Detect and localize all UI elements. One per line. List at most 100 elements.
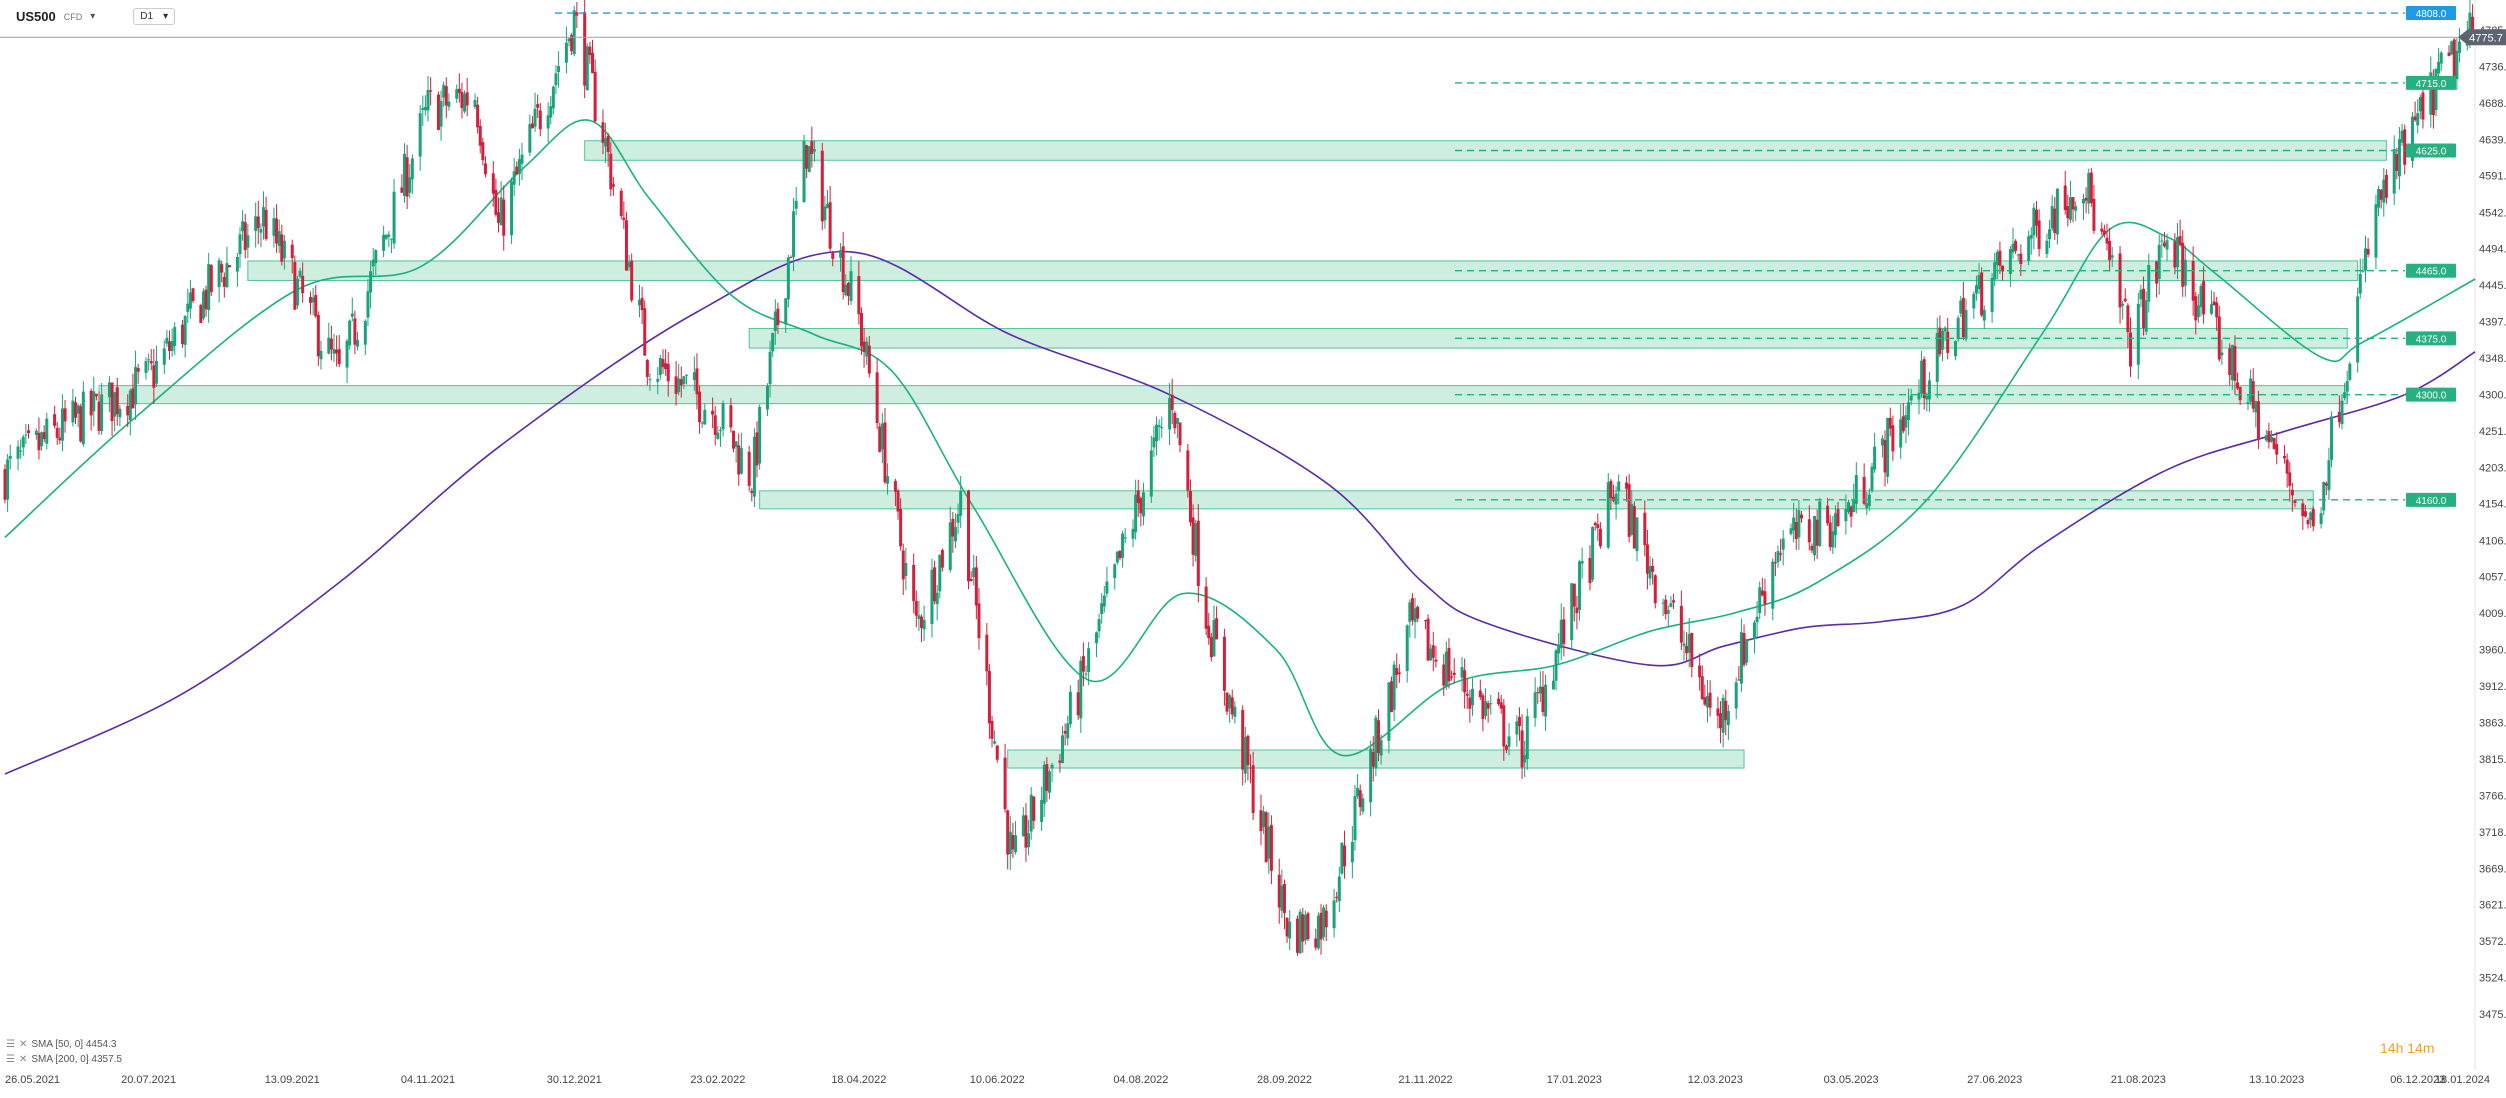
candle-body [802, 141, 806, 203]
candle-body [734, 441, 738, 448]
candle-body [768, 351, 772, 385]
candle-body [1468, 697, 1472, 709]
candle-body [1285, 918, 1289, 937]
candle-body [1606, 482, 1610, 548]
candle-body [758, 407, 762, 464]
candle-body [1943, 327, 1947, 332]
legend-sma50[interactable]: ☰ ✕ SMA [50, 0] 4454.3 [6, 1037, 122, 1052]
candle-body [2019, 253, 2023, 264]
candle-body [173, 327, 177, 346]
settings-icon[interactable]: ☰ [6, 1054, 15, 1065]
candle-body [990, 720, 994, 739]
candle-body [1815, 519, 1819, 546]
candle-body [199, 305, 203, 324]
candle-body [374, 250, 378, 264]
candle-body [2228, 348, 2232, 375]
candle-body [1040, 799, 1044, 823]
candle-body [1084, 673, 1088, 675]
candle-body [679, 379, 683, 386]
candle-body [661, 359, 665, 368]
candle-body [1173, 412, 1177, 429]
candle-body [1361, 798, 1365, 812]
candle-body [186, 303, 190, 312]
candle-body [131, 388, 135, 409]
candle-body [45, 418, 49, 444]
candle-body [1447, 647, 1451, 682]
candle-body [2121, 303, 2125, 306]
candle-body [1175, 418, 1179, 424]
candle-body [935, 592, 939, 605]
candle-body [1745, 639, 1749, 663]
candle-body [16, 446, 20, 459]
candle-body [309, 296, 313, 303]
candle-body [2032, 207, 2036, 236]
symbol-name[interactable]: US500 [16, 9, 56, 24]
candle-body [1050, 764, 1054, 769]
candle-body [972, 567, 976, 577]
candle-body [716, 432, 720, 439]
candle-body [1682, 643, 1686, 646]
candle-body [2048, 229, 2052, 240]
candle-body [862, 341, 866, 352]
candle-body [222, 276, 226, 287]
candle-body [1846, 502, 1850, 513]
candle-body [2139, 289, 2143, 300]
candle-body [1379, 740, 1383, 756]
candle-body [601, 122, 605, 143]
candle-body [1886, 418, 1890, 477]
candle-body [930, 569, 934, 625]
candle-body [2450, 41, 2454, 55]
candle-body [1188, 491, 1192, 523]
close-icon[interactable]: ✕ [18, 1054, 28, 1065]
candle-body [1376, 720, 1380, 754]
candle-body [387, 234, 391, 237]
candle-body [938, 554, 942, 592]
candle-body [1536, 692, 1540, 694]
candle-body [2439, 52, 2443, 64]
candle-body [262, 207, 266, 227]
candle-body [1405, 625, 1409, 671]
candle-body [1614, 493, 1618, 505]
candle-body [1047, 771, 1051, 793]
candle-body [1444, 651, 1448, 688]
candle-body [136, 367, 140, 372]
candle-body [478, 125, 482, 146]
candle-body [1679, 605, 1683, 643]
candle-body [1993, 262, 1997, 280]
y-tick-label: 4445.8 [2479, 280, 2506, 292]
candle-body [1533, 692, 1537, 718]
candle-body [1935, 332, 1939, 382]
close-icon[interactable]: ✕ [18, 1039, 28, 1050]
candle-body [238, 234, 242, 255]
y-tick-label: 3912.2 [2479, 681, 2506, 693]
candle-body [933, 567, 937, 602]
candle-body [1818, 501, 1822, 546]
timeframe-select[interactable]: D1 ▾ [133, 8, 176, 25]
settings-icon[interactable]: ☰ [6, 1039, 15, 1050]
candle-body [1538, 686, 1542, 694]
candle-body [1149, 450, 1153, 497]
candle-body [1734, 682, 1738, 709]
candle-body [1123, 537, 1127, 539]
symbol-dropdown-icon[interactable]: ▾ [90, 11, 96, 22]
candle-body [1249, 767, 1253, 769]
candle-body [2191, 261, 2195, 301]
candle-body [658, 358, 662, 376]
candle-body [134, 367, 138, 405]
candle-body [2068, 197, 2072, 220]
candle-body [2071, 197, 2075, 210]
x-tick-label: 06.12.2023 [2390, 1074, 2445, 1086]
legend-sma200[interactable]: ☰ ✕ SMA [200, 0] 4357.5 [6, 1052, 122, 1067]
candle-body [1664, 599, 1668, 615]
candle-body [421, 108, 425, 110]
candle-body [1356, 787, 1360, 797]
candle-body [126, 405, 130, 416]
candle-body [1544, 684, 1548, 717]
candle-body [1350, 841, 1354, 863]
candle-body [640, 298, 644, 311]
current-price-tag [2458, 29, 2506, 46]
candle-body [400, 187, 404, 193]
candle-body [277, 231, 281, 246]
